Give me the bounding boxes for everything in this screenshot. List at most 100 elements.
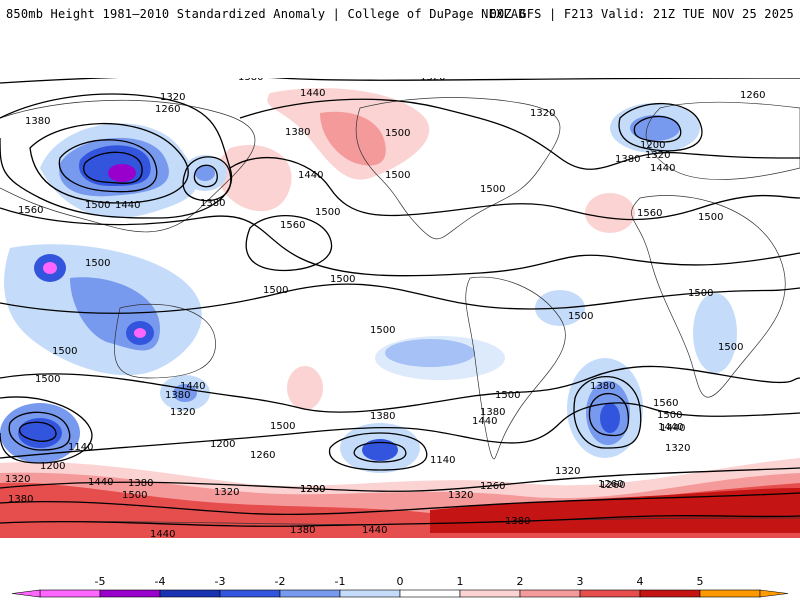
contour-label: 1500 xyxy=(718,342,743,353)
contour-label: 1380 xyxy=(370,411,395,422)
contour-label: 1440 xyxy=(362,525,387,536)
contour-label: 1380 xyxy=(25,116,50,127)
contour-line xyxy=(0,402,800,459)
colorbar-low-arrow xyxy=(11,589,41,598)
colorbar-tick-label: -4 xyxy=(154,575,166,588)
contour-line xyxy=(633,115,682,143)
colorbar-tick-label: 2 xyxy=(516,575,524,588)
contour-label: 1560 xyxy=(18,205,43,216)
contour-line xyxy=(245,215,333,272)
contour-line xyxy=(588,392,630,437)
contour-label: 1500 xyxy=(35,374,60,385)
contour-label: 1440 xyxy=(115,200,140,211)
colorbar-segment xyxy=(159,589,221,598)
model-run-info: 00Z GFS | F213 Valid: 21Z TUE NOV 25 202… xyxy=(489,7,794,21)
anomaly-shading-indian-south-low-core xyxy=(173,384,197,402)
contour-label: 1260 xyxy=(600,480,625,491)
europe-outline xyxy=(645,101,800,180)
contour-label: 1320 xyxy=(5,474,30,485)
colorbar-segment xyxy=(219,589,281,598)
contour-label: 1380 xyxy=(165,390,190,401)
contour-label: 1260 xyxy=(740,90,765,101)
contour-label: 1500 xyxy=(270,421,295,432)
anomaly-shading-southern-band-max xyxy=(430,488,800,533)
contour-line xyxy=(229,156,800,221)
africa-outline xyxy=(631,195,786,398)
contour-line xyxy=(182,156,232,202)
contour-label: 1500 xyxy=(657,410,682,421)
contour-line xyxy=(0,78,800,84)
australia-outline xyxy=(114,303,216,379)
contour-line xyxy=(58,139,158,193)
colorbar-segments xyxy=(11,589,789,598)
contour-line xyxy=(0,467,800,492)
colorbar-tick-label: 4 xyxy=(636,575,644,588)
colorbar-segment xyxy=(99,589,161,598)
contour-line xyxy=(353,441,407,463)
contour-label: 1500 xyxy=(480,184,505,195)
contour-line xyxy=(29,122,189,204)
anomaly-map: 1380 1320 1320 1260 1380 1440 1500 1320 … xyxy=(0,78,800,538)
colorbar-tick-label: 1 xyxy=(456,575,464,588)
contour-label: 1500 xyxy=(330,274,355,285)
colorbar-svg xyxy=(11,589,789,598)
contour-label: 1320 xyxy=(448,490,473,501)
contour-label: 1320 xyxy=(160,92,185,103)
contour-label: 1260 xyxy=(598,479,623,490)
anomaly-shading-atlantic-high xyxy=(585,193,635,233)
contour-label: 1500 xyxy=(85,258,110,269)
header: 850mb Height 1981–2010 Standardized Anom… xyxy=(0,0,800,30)
contour-label: 1380 xyxy=(8,494,33,505)
contour-label: 1440 xyxy=(650,163,675,174)
contour-line xyxy=(0,283,800,314)
contour-label: 1440 xyxy=(300,88,325,99)
contour-line xyxy=(0,207,800,277)
map-title: 850mb Height 1981–2010 Standardized Anom… xyxy=(6,7,526,21)
colorbar-segment xyxy=(639,589,701,598)
contour-label: 1320 xyxy=(665,443,690,454)
contour-label: 1500 xyxy=(385,170,410,181)
contour-label: 1500 xyxy=(370,325,395,336)
contour-label: 1500 xyxy=(385,128,410,139)
anomaly-shading-cyclone-east-core xyxy=(134,328,146,338)
contour-label: 1440 xyxy=(88,477,113,488)
contour-label: 1140 xyxy=(68,442,93,453)
contour-label: 1260 xyxy=(250,450,275,461)
contour-label: 1320 xyxy=(530,108,555,119)
contour-label: 1380 xyxy=(200,198,225,209)
contour-labels: 1380 1320 1320 1260 1380 1440 1500 1320 … xyxy=(5,78,765,538)
contour-line xyxy=(18,421,57,442)
contour-label: 1440 xyxy=(660,423,685,434)
contour-label: 1380 xyxy=(290,525,315,536)
contour-label: 1500 xyxy=(568,311,593,322)
contour-line xyxy=(618,102,703,152)
contour-label: 1380 xyxy=(238,78,263,83)
contour-label: 1200 xyxy=(40,461,65,472)
contour-label: 1380 xyxy=(615,154,640,165)
contour-label: 1440 xyxy=(180,381,205,392)
contour-label: 1560 xyxy=(280,220,305,231)
contour-label: 1380 xyxy=(590,381,615,392)
anomaly-shading-southern-pacific-red xyxy=(287,366,323,410)
colorbar-segment xyxy=(399,589,461,598)
colorbar-legend xyxy=(0,568,800,600)
contour-label: 1500 xyxy=(122,490,147,501)
anomaly-shading-alaska-mid xyxy=(320,111,386,166)
contour-label: 1440 xyxy=(658,422,683,433)
colorbar-tick-label: -2 xyxy=(274,575,286,588)
anomaly-shading-cyclone-west-core xyxy=(43,262,57,274)
contour-label: 1320 xyxy=(645,150,670,161)
contour-label: 1200 xyxy=(300,484,325,495)
contour-line xyxy=(0,365,800,413)
anomaly-shading-south-pacific-patch-light xyxy=(375,336,505,380)
contour-line xyxy=(0,492,800,516)
contour-label: 1260 xyxy=(480,481,505,492)
contour-label: 1380 xyxy=(128,478,153,489)
contour-label: 1500 xyxy=(85,200,110,211)
contour-line xyxy=(0,515,800,527)
contour-label: 1260 xyxy=(155,104,180,115)
contour-label: 1200 xyxy=(210,439,235,450)
colorbar-tick-label: 0 xyxy=(396,575,404,588)
colorbar-segment xyxy=(519,589,581,598)
colorbar-segment xyxy=(579,589,641,598)
